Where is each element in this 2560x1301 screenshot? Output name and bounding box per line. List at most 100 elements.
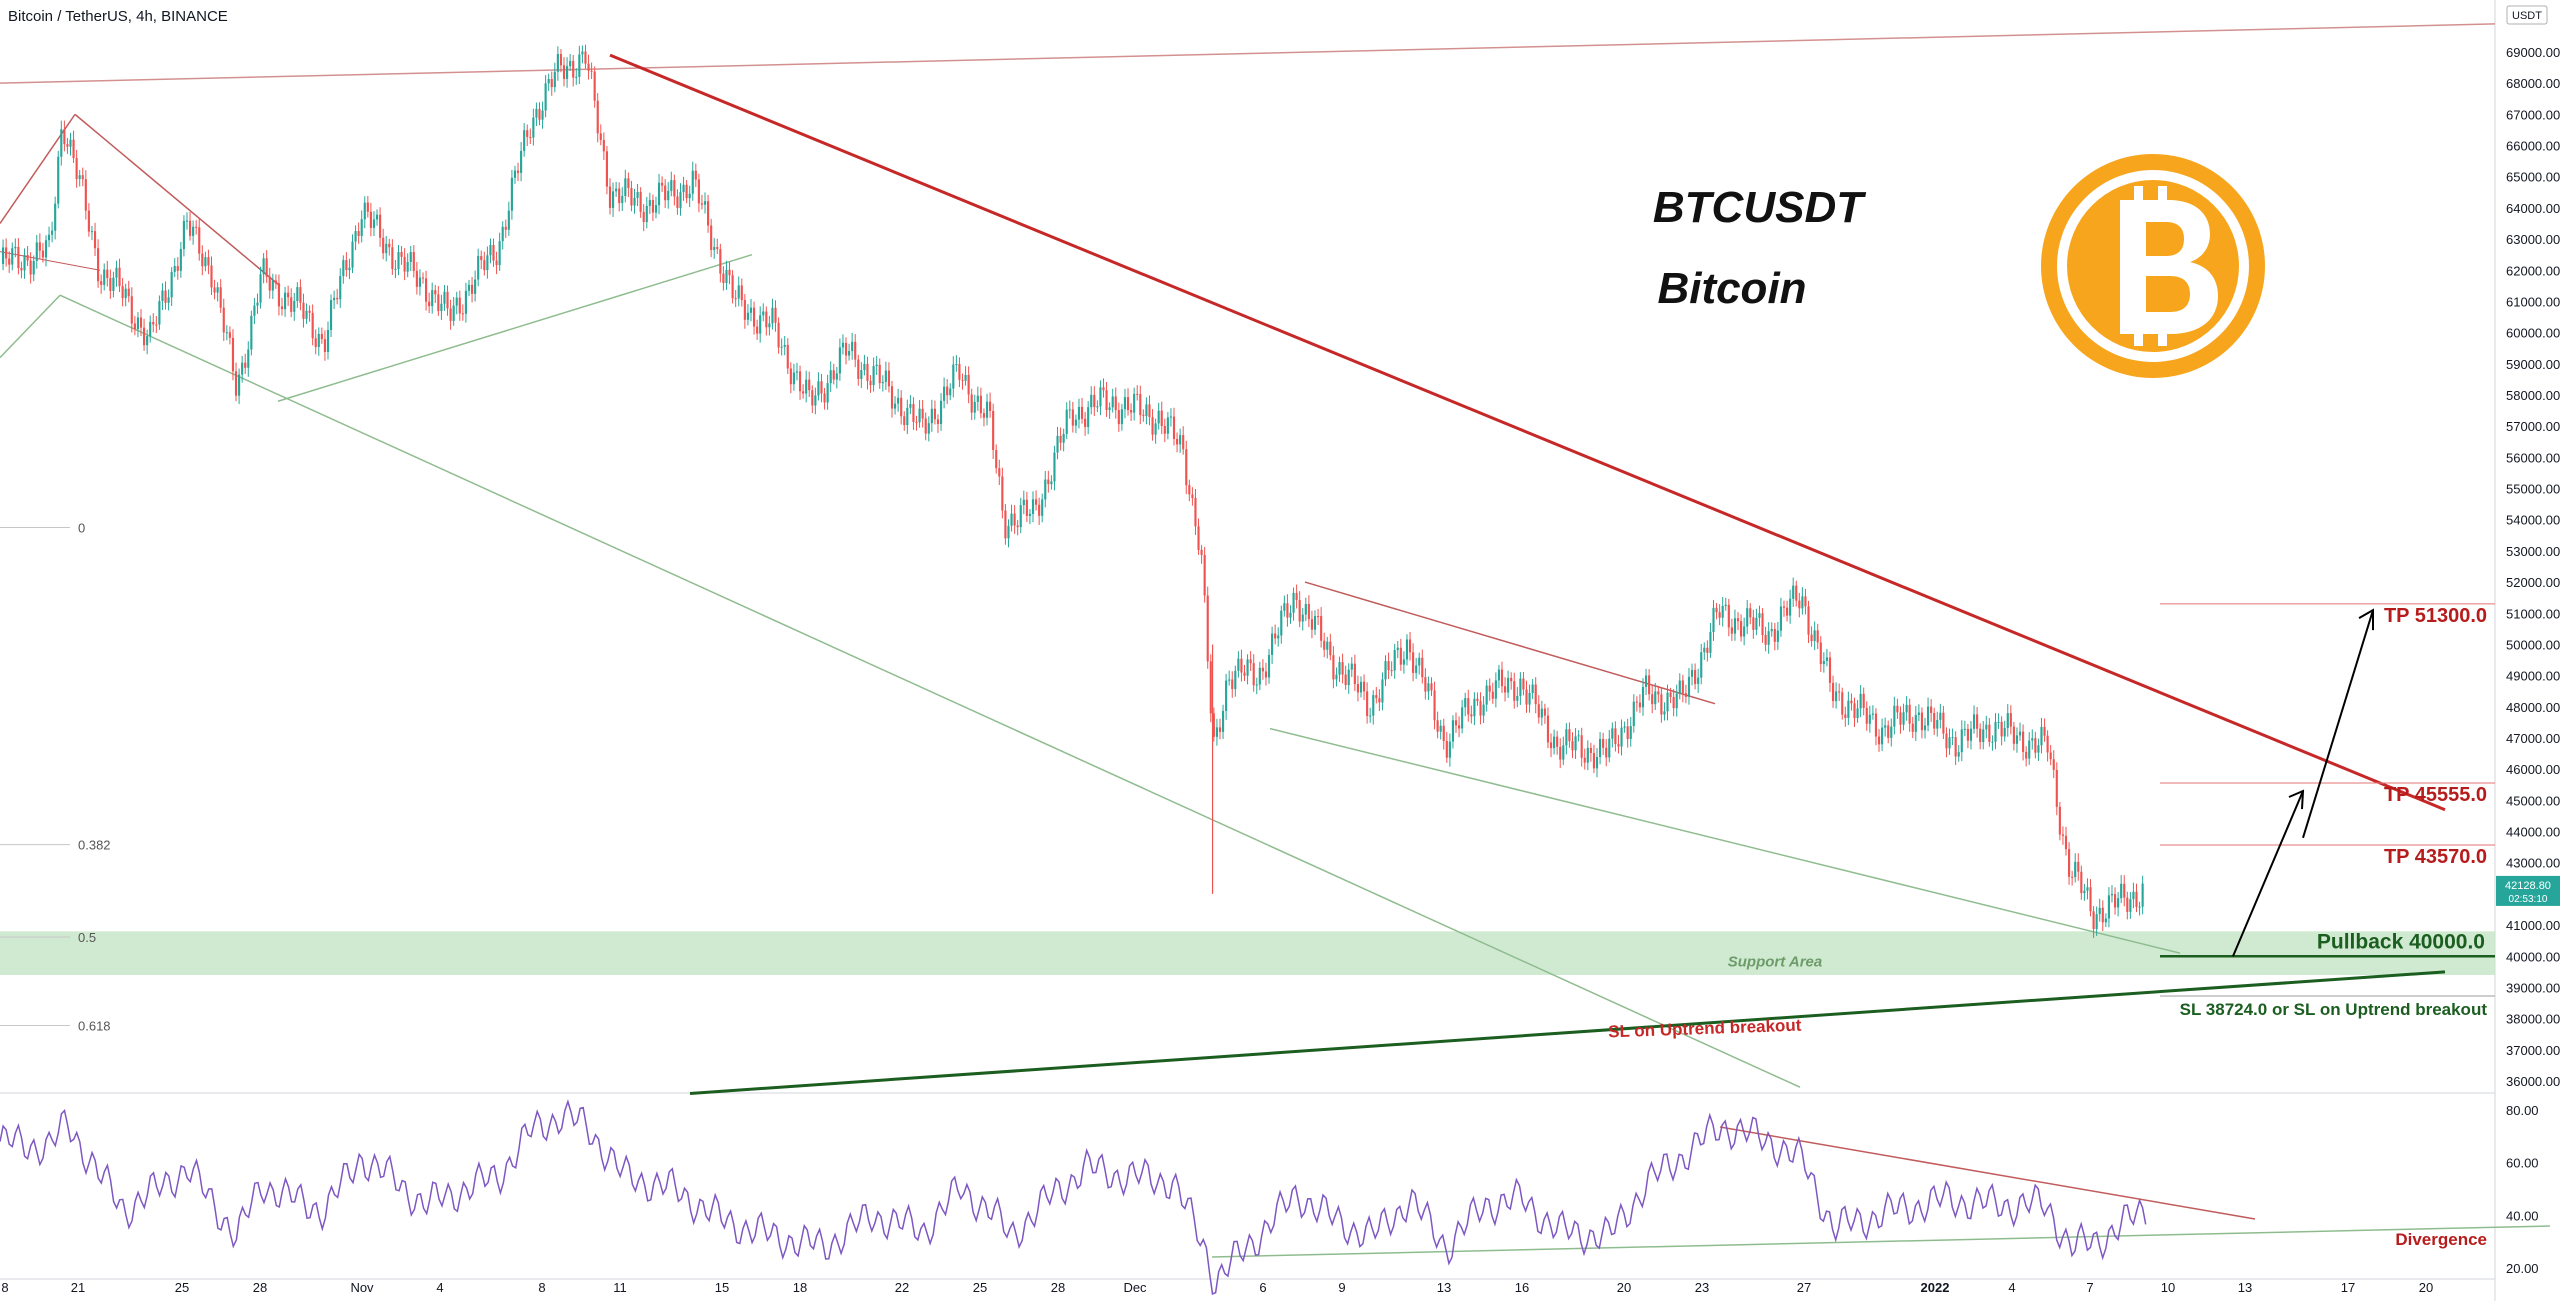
candle-body <box>1218 727 1222 732</box>
candle-body <box>713 247 716 250</box>
candle-body <box>54 203 57 231</box>
candle-body <box>1740 621 1743 637</box>
candle-body <box>979 395 982 414</box>
candle-body <box>1666 692 1669 712</box>
candle-body <box>1405 639 1409 660</box>
candle-body <box>1721 605 1724 618</box>
candle-body <box>1583 757 1586 763</box>
candle-body <box>740 285 743 301</box>
candle-body <box>1203 554 1206 596</box>
candle-body <box>2132 891 2135 900</box>
candle-body <box>1507 677 1510 693</box>
divergence-label: Divergence <box>2395 1230 2487 1249</box>
candle-body <box>1743 626 1746 637</box>
candle-body <box>489 244 492 256</box>
candle-body <box>590 70 593 72</box>
candle-body <box>900 397 903 417</box>
candle-body <box>1562 745 1565 760</box>
candle-body <box>1966 728 1969 741</box>
candle-body <box>2135 891 2138 907</box>
candle-body <box>1568 729 1571 742</box>
candle-body <box>1519 678 1522 696</box>
candle-body <box>728 269 731 276</box>
candle-body <box>293 301 296 312</box>
candle-body <box>1982 729 1985 743</box>
candle-body <box>1338 662 1341 675</box>
candle-body <box>317 333 320 347</box>
candle-body <box>618 188 621 204</box>
candle-body <box>375 214 379 220</box>
time-tick-label: 27 <box>1797 1280 1811 1295</box>
time-tick-label: 28 <box>253 1280 267 1295</box>
candle-body <box>2104 918 2107 923</box>
candle-body <box>762 311 765 316</box>
candle-body <box>802 391 805 394</box>
candle-body <box>1985 724 1988 730</box>
candle-body <box>501 226 504 242</box>
candle-body <box>1994 721 1997 742</box>
candle-body <box>75 158 78 179</box>
candle-body <box>1847 700 1850 718</box>
candle-body <box>1614 728 1617 745</box>
candle-body <box>1228 679 1231 681</box>
candle-body <box>562 65 566 79</box>
candle-body <box>516 170 520 173</box>
candle-body <box>1727 604 1730 628</box>
candle-body <box>299 287 302 303</box>
candle-body <box>1758 613 1761 618</box>
candle-body <box>1513 681 1516 701</box>
candle-body <box>1243 672 1246 676</box>
candle-body <box>716 247 719 250</box>
price-tick-label: 64000.00 <box>2506 201 2560 216</box>
candle-body <box>725 269 728 284</box>
time-tick-label: 21 <box>71 1280 85 1295</box>
candle-body <box>884 370 887 382</box>
candle-body <box>47 234 51 241</box>
candle-body <box>1221 710 1225 732</box>
candle-body <box>1700 652 1703 678</box>
candle-body <box>1019 505 1022 528</box>
candle-body <box>841 342 845 348</box>
candle-body <box>575 76 578 78</box>
candle-body <box>1329 641 1332 656</box>
candle-body <box>348 267 351 271</box>
candle-body <box>1736 618 1740 622</box>
tp-label: TP 51300.0 <box>2384 605 2487 627</box>
candle-body <box>1724 604 1727 606</box>
candle-body <box>510 177 513 211</box>
candle-body <box>989 401 992 411</box>
candle-body <box>1160 410 1163 427</box>
candle-body <box>1387 661 1390 671</box>
candle-body <box>645 205 648 223</box>
candle-body <box>707 201 710 226</box>
candle-body <box>1672 696 1675 709</box>
candle-body <box>887 370 891 387</box>
candle-body <box>198 227 201 254</box>
candle-body <box>2034 738 2037 753</box>
candle-body <box>636 191 639 198</box>
candle-body <box>345 260 348 271</box>
bitcoin-b-bar <box>2158 186 2167 204</box>
candle-body <box>440 303 443 312</box>
candle-body <box>188 220 192 236</box>
candle-body <box>149 321 152 337</box>
candle-body <box>1629 726 1632 739</box>
candle-body <box>1448 741 1451 758</box>
price-tick-label: 52000.00 <box>2506 575 2560 590</box>
candle-body <box>943 386 946 401</box>
candle-body <box>474 279 477 294</box>
candle-body <box>216 287 219 293</box>
candle-body <box>1602 738 1605 748</box>
candle-body <box>2025 751 2028 759</box>
candle-body <box>1586 747 1589 763</box>
candle-body <box>939 400 943 424</box>
time-tick-label: 28 <box>1051 1280 1065 1295</box>
candle-body <box>1369 715 1372 717</box>
price-tick-label: 67000.00 <box>2506 107 2560 122</box>
candle-body <box>51 230 54 235</box>
candle-body <box>1246 659 1249 676</box>
price-tick-label: 69000.00 <box>2506 45 2560 60</box>
candle-body <box>1534 684 1537 705</box>
candle-body <box>1923 725 1927 731</box>
